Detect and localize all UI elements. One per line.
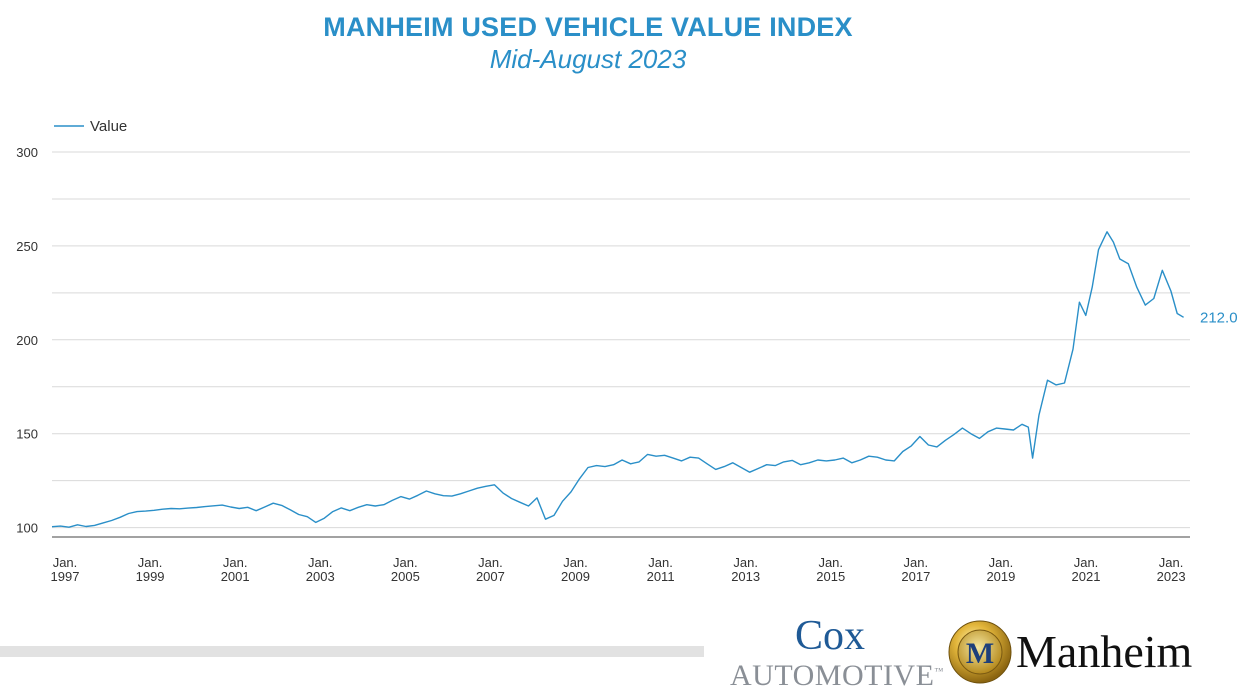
manheim-badge-icon: M [948, 620, 1012, 684]
x-tick-label: Jan. 2019 [986, 555, 1015, 584]
x-tick-label: Jan. 2001 [221, 555, 250, 584]
grid-lines [52, 151, 1190, 529]
x-tick-label: Jan. 2021 [1072, 555, 1101, 584]
series-layer [51, 231, 1184, 528]
cox-automotive-logo: Cox AUTOMOTIVE™ [730, 613, 943, 691]
x-tick-label: Jan. 2005 [391, 555, 420, 584]
x-tick-label: Jan. 2017 [901, 555, 930, 584]
x-tick-label: Jan. 1997 [51, 555, 80, 584]
x-tick-label: Jan. 2003 [306, 555, 335, 584]
x-tick-label: Jan. 2007 [476, 555, 505, 584]
y-tick-label: 250 [16, 239, 38, 254]
legend-label-value: Value [90, 118, 127, 135]
cox-logo-top: Cox [794, 613, 865, 659]
x-tick-label: Jan. 2015 [816, 555, 845, 584]
footer-divider-bar [0, 646, 704, 657]
cox-logo-bottom: AUTOMOTIVE™ [730, 656, 943, 691]
series-line-value [51, 231, 1184, 528]
legend: Value [54, 118, 127, 135]
x-tick-label: Jan. 2011 [647, 555, 675, 584]
chart-subtitle: Mid-August 2023 [489, 44, 687, 74]
x-tick-label: Jan. 1999 [136, 555, 165, 584]
x-axis: Jan. 1997 Jan. 1999 Jan. 2001 Jan. 2003 Jan. 2005… [51, 536, 1190, 584]
chart-title: MANHEIM USED VEHICLE VALUE INDEX [323, 12, 853, 42]
y-tick-label: 100 [16, 521, 38, 536]
y-tick-label: 150 [16, 427, 38, 442]
y-tick-label: 300 [16, 145, 38, 160]
manheim-wordmark: Manheim [1016, 626, 1193, 677]
y-axis: 100 150 200 250 300 [16, 145, 38, 536]
cox-logo-bottom-text: AUTOMOTIVE [730, 659, 935, 692]
x-tick-label: Jan. 2013 [731, 555, 760, 584]
x-tick-label: Jan. 2023 [1157, 555, 1186, 584]
manheim-badge-letter: M [966, 637, 994, 670]
last-value-label: 212.0 [1200, 309, 1238, 326]
y-tick-label: 200 [16, 333, 38, 348]
trademark-mark: ™ [934, 666, 944, 676]
x-tick-label: Jan. 2009 [561, 555, 590, 584]
line-chart: 100 150 200 250 300 Jan. 1997 Jan. 1999 Jan. 2001… [16, 118, 1238, 584]
